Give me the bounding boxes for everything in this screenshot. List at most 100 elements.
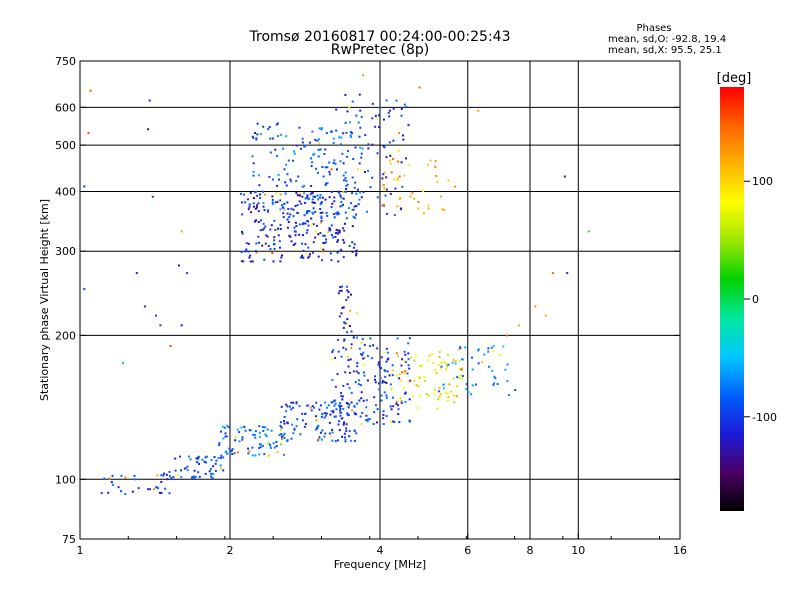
data-point: [352, 208, 355, 211]
data-point: [454, 362, 457, 365]
data-point: [162, 474, 165, 477]
data-point: [403, 174, 406, 177]
data-point: [287, 159, 290, 162]
data-point: [448, 383, 451, 386]
data-point: [265, 234, 268, 237]
data-point: [224, 432, 227, 435]
data-point: [253, 205, 255, 208]
data-point: [357, 372, 360, 375]
data-point: [390, 171, 393, 174]
data-point: [252, 202, 255, 205]
data-point: [319, 203, 322, 206]
data-point: [434, 389, 436, 392]
data-point: [353, 186, 356, 189]
data-point: [243, 193, 246, 196]
colorbar-label: [deg]: [717, 71, 752, 86]
data-point: [353, 411, 356, 414]
data-point: [398, 132, 401, 135]
data-point: [255, 206, 258, 209]
data-point: [383, 351, 386, 354]
data-point: [402, 134, 404, 137]
data-point: [383, 381, 386, 383]
data-point: [269, 444, 272, 447]
data-point: [431, 352, 434, 355]
data-point: [380, 367, 383, 370]
data-point: [417, 385, 420, 388]
data-point: [240, 201, 243, 204]
data-point: [333, 159, 336, 162]
data-point: [290, 207, 293, 210]
data-point: [461, 358, 464, 361]
data-point: [293, 230, 296, 233]
data-point: [378, 388, 381, 391]
data-point: [230, 449, 233, 452]
data-point: [283, 416, 286, 418]
data-point: [250, 211, 253, 214]
data-point: [278, 178, 280, 181]
y-tick-label: 75: [62, 533, 76, 546]
data-point: [355, 413, 358, 416]
data-point: [331, 358, 334, 361]
data-point: [386, 370, 389, 373]
data-point: [487, 350, 490, 353]
data-point: [257, 202, 260, 205]
data-point: [367, 147, 370, 150]
data-point: [405, 106, 408, 109]
stats-o-line: mean, sd,O: -92.8, 19.4: [608, 34, 726, 45]
data-point: [323, 416, 326, 419]
data-point: [322, 242, 325, 244]
data-point: [196, 456, 199, 459]
data-point: [352, 246, 355, 249]
data-point: [438, 350, 441, 353]
data-point: [351, 241, 354, 244]
data-point: [342, 346, 345, 349]
data-point: [282, 206, 285, 209]
y-tick-label: 500: [55, 139, 76, 152]
data-point: [266, 235, 269, 238]
data-point: [249, 254, 252, 257]
data-point: [259, 197, 261, 199]
data-point: [362, 191, 365, 194]
data-point: [280, 429, 283, 432]
data-point: [340, 289, 343, 292]
data-point: [257, 235, 260, 238]
data-point: [248, 450, 251, 453]
data-point: [257, 221, 260, 223]
data-point: [309, 141, 311, 144]
data-point: [392, 158, 395, 160]
data-point: [341, 417, 344, 420]
data-point: [279, 424, 282, 427]
data-point: [344, 177, 347, 180]
data-point: [314, 138, 317, 141]
data-point: [358, 379, 360, 382]
data-point: [210, 472, 213, 475]
data-point: [267, 209, 270, 212]
data-point: [456, 385, 459, 388]
data-point: [324, 198, 327, 201]
data-point: [339, 405, 341, 408]
data-point: [253, 197, 255, 200]
data-point: [280, 442, 283, 445]
data-point: [111, 474, 114, 477]
data-point: [477, 348, 480, 351]
data-point: [275, 192, 278, 195]
data-point: [401, 185, 404, 188]
data-point: [427, 359, 430, 362]
data-point: [212, 472, 215, 475]
data-point: [339, 286, 342, 289]
data-point: [317, 255, 320, 258]
data-point: [334, 385, 337, 388]
data-point: [435, 372, 438, 374]
data-point: [214, 470, 217, 472]
data-point: [399, 397, 402, 400]
data-point: [382, 413, 385, 416]
data-point: [534, 305, 537, 308]
data-point: [459, 368, 462, 371]
data-point: [367, 169, 369, 172]
data-point: [563, 175, 566, 178]
data-point: [339, 414, 342, 417]
data-point: [442, 387, 445, 390]
data-point: [438, 356, 441, 358]
data-point: [376, 347, 379, 350]
data-point: [248, 429, 251, 432]
